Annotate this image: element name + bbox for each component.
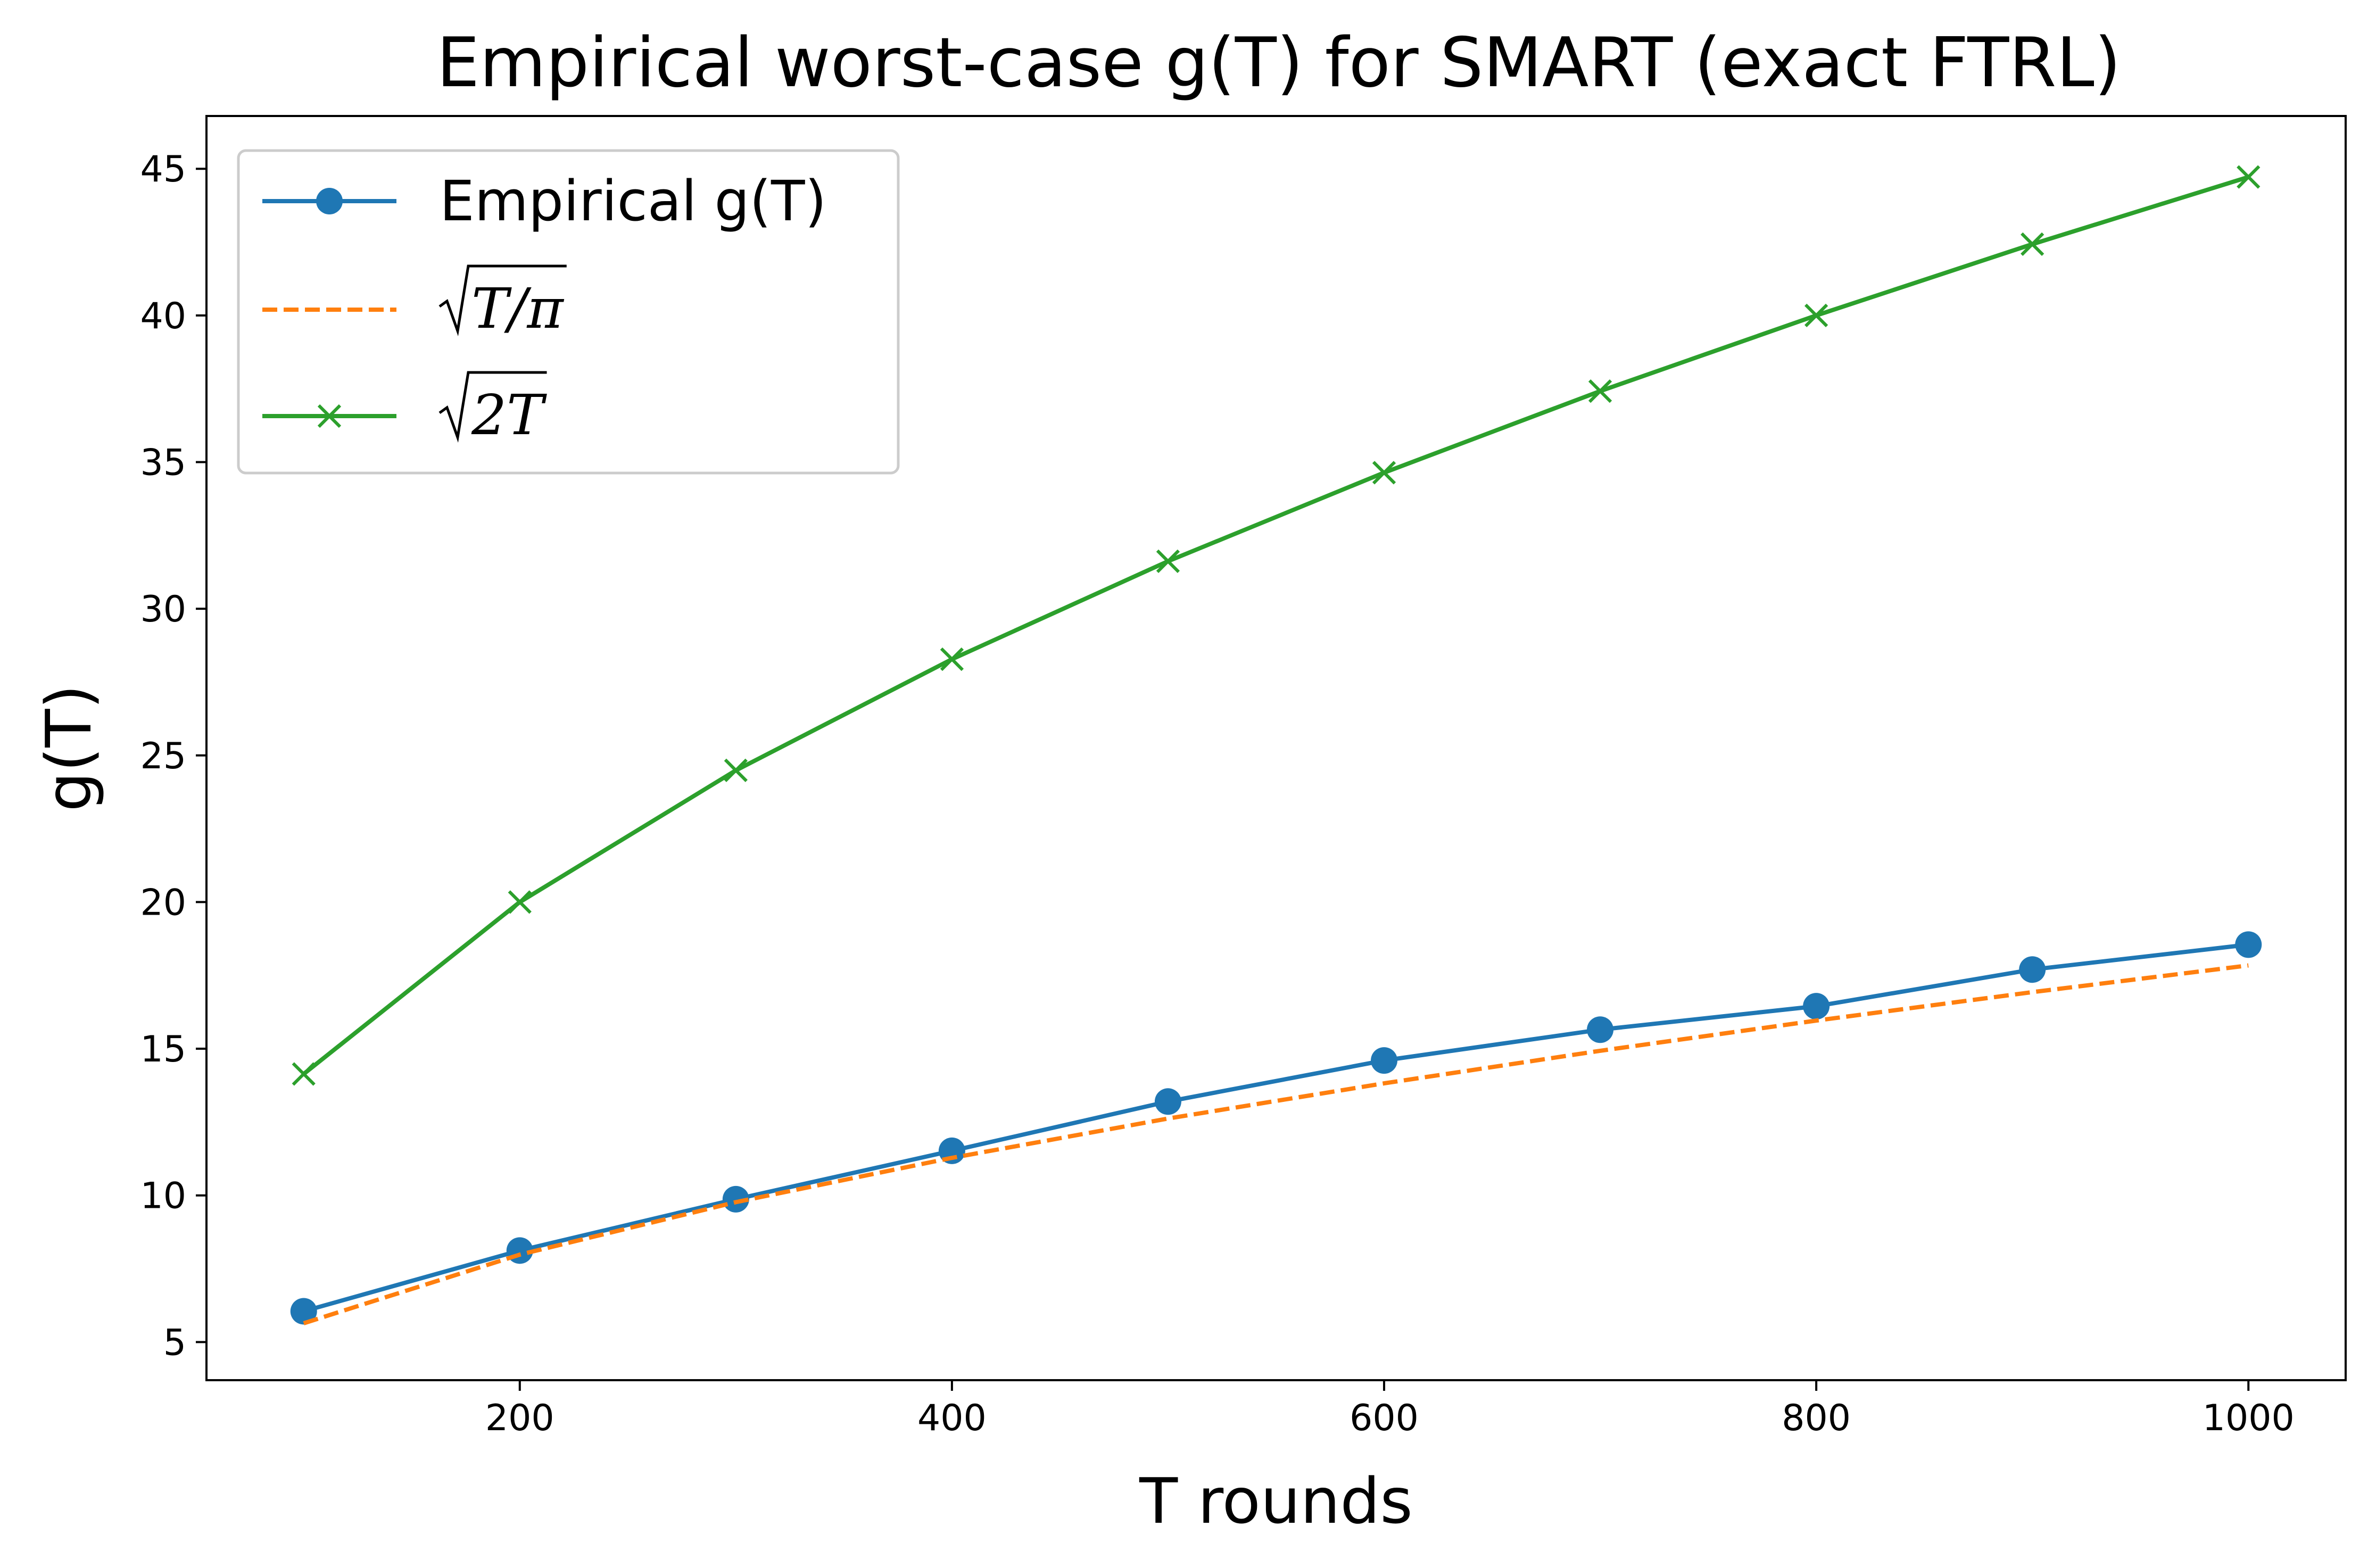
legend-marker [316,188,343,214]
y-tick-label: 5 [163,1322,186,1364]
legend: Empirical g(T) T/π 2T [237,149,900,475]
legend-label: 2T [471,383,547,447]
data-point [2237,165,2261,189]
series-3 [292,165,2261,1086]
data-point [940,647,964,671]
data-point [1371,1047,1398,1074]
chart-title: Empirical worst-case g(T) for SMART (exa… [436,23,2121,103]
plot-area [290,165,2262,1325]
data-point [290,1298,317,1325]
y-tick-label: 30 [140,588,186,630]
data-point [2021,232,2044,256]
data-point [2019,956,2046,983]
x-tick-label: 800 [1782,1397,1851,1439]
legend-label: Empirical g(T) [440,169,826,234]
data-point [1372,461,1396,485]
data-point [1804,303,1828,327]
series-1 [290,931,2262,1325]
y-axis: 5 10 15 20 25 30 35 40 45 [140,148,206,1364]
x-axis: 200 400 600 800 1000 [485,1380,2295,1439]
y-axis-label: g(T) [32,684,105,811]
y-tick-label: 25 [140,735,186,777]
data-point [1156,549,1180,573]
axes-frame [205,115,2347,1381]
legend-radical-sign [438,264,567,336]
data-point [722,1185,749,1213]
y-tick-label: 45 [140,148,186,190]
data-point [292,1062,316,1086]
series-line [303,942,2249,1314]
data-point [1587,1016,1614,1043]
x-tick-label: 400 [917,1397,987,1439]
data-point [508,890,532,914]
data-point [2235,931,2262,958]
y-tick-label: 20 [140,882,186,924]
x-axis-label: T rounds [1139,1464,1413,1538]
legend-marker [317,404,342,428]
x-tick-label: 600 [1349,1397,1419,1439]
legend-box [237,149,900,475]
data-point [1588,379,1612,403]
x-tick-label: 1000 [2203,1397,2295,1439]
legend-radical-sign [438,371,547,443]
y-tick-label: 35 [140,442,186,484]
data-point [1154,1088,1181,1115]
y-tick-label: 15 [140,1028,186,1071]
data-point [1803,993,1830,1020]
series-line [302,175,2249,1076]
x-tick-label: 200 [485,1397,554,1439]
legend-label: T/π [471,276,564,341]
data-point [724,758,748,783]
y-tick-label: 40 [140,295,186,337]
y-tick-label: 10 [140,1175,186,1217]
